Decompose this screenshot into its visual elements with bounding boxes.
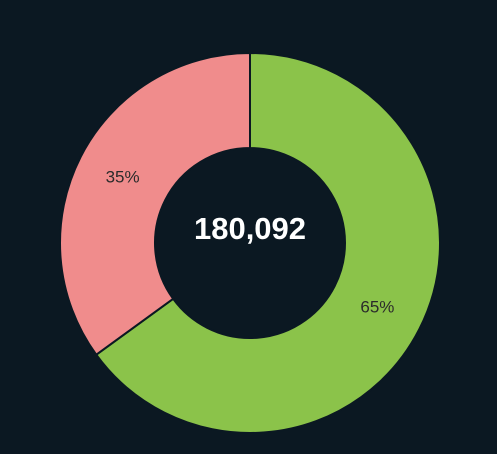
center-label: 180,092 (194, 211, 306, 246)
slice (94, 51, 441, 434)
slice-label: 65% (360, 297, 394, 316)
slice (59, 51, 251, 357)
slice-label: 35% (106, 168, 140, 187)
